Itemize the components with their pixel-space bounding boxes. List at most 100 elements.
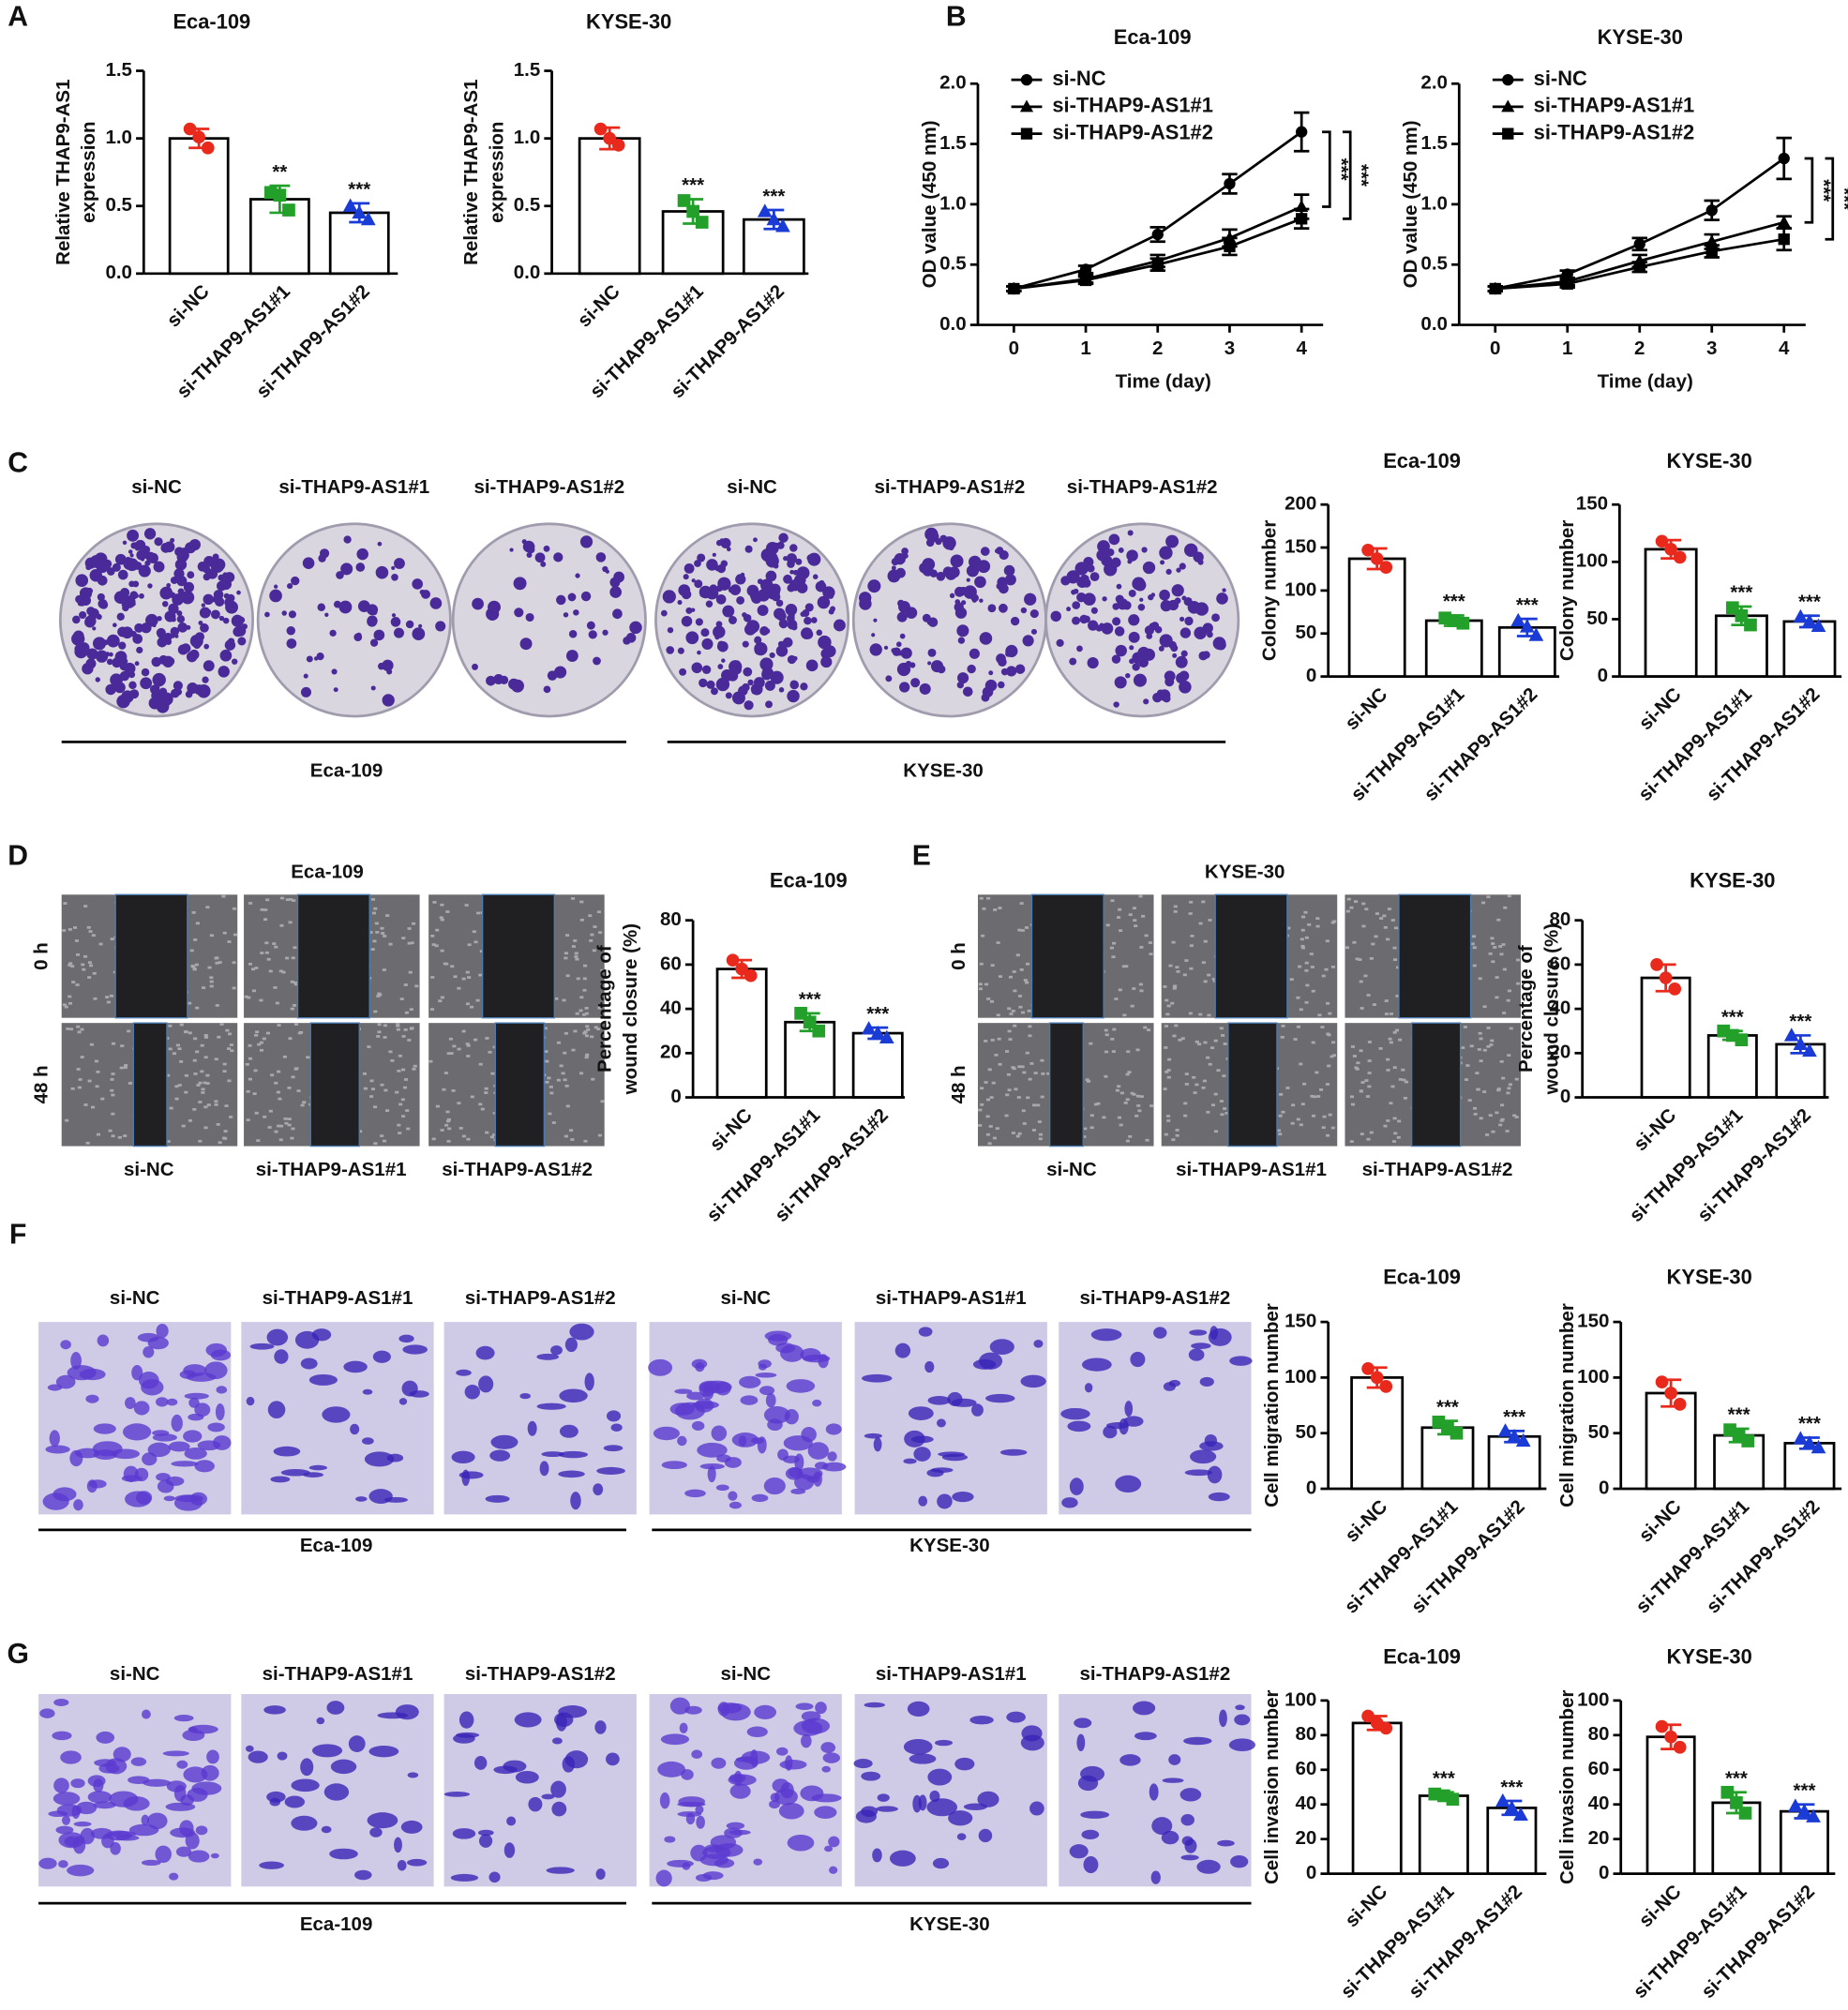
image-label: si-THAP9-AS1#2 — [874, 476, 1025, 498]
photo-colony — [1137, 603, 1146, 611]
data-point — [1777, 215, 1791, 228]
photo-colony — [605, 569, 609, 574]
photo-texture — [248, 1057, 253, 1060]
image-label: si-THAP9-AS1#1 — [263, 1287, 413, 1309]
photo-colony — [1184, 616, 1194, 626]
photo-cell — [125, 1397, 136, 1409]
photo-texture — [260, 908, 264, 911]
photo-texture — [373, 1105, 378, 1109]
bar — [715, 968, 768, 1099]
photo-colony — [994, 548, 999, 554]
photo-texture — [410, 1027, 414, 1030]
photo-texture — [273, 986, 278, 989]
photo-colony — [573, 609, 579, 616]
photo-texture — [257, 1042, 262, 1046]
photo-cell — [1209, 1326, 1219, 1340]
photo-cell — [768, 1333, 789, 1346]
photo-colony — [981, 693, 990, 702]
photo-colony — [75, 594, 83, 604]
photo-cell — [90, 1827, 113, 1839]
photo-texture — [1221, 1034, 1225, 1037]
photo-cell — [1149, 1783, 1159, 1801]
photo-texture — [584, 1012, 589, 1015]
photo-cell — [702, 1871, 724, 1881]
data-point — [1370, 1717, 1384, 1730]
photo-cell — [978, 1828, 993, 1843]
photo-cell — [189, 1492, 208, 1506]
photo-texture — [574, 952, 578, 955]
photo-colony — [1029, 609, 1039, 619]
photo-cell — [655, 1869, 672, 1887]
photo-cell — [162, 1750, 189, 1757]
data-point — [870, 1025, 886, 1040]
photo-cell — [61, 1815, 71, 1825]
photo-colony — [149, 684, 159, 695]
photo-texture — [1046, 1072, 1051, 1075]
photo-colony — [185, 690, 193, 698]
photo-texture — [260, 952, 264, 954]
photo-cell — [348, 1735, 366, 1752]
photo-colony — [122, 663, 128, 668]
photo-texture — [373, 907, 378, 910]
legend-label: si-THAP9-AS1#2 — [1052, 120, 1213, 143]
photo-colony — [694, 579, 703, 589]
photo-texture — [306, 1056, 310, 1059]
photo-colony — [394, 558, 405, 569]
photo-cell — [755, 1372, 777, 1378]
photo-texture — [563, 952, 568, 955]
photo-texture — [1359, 980, 1363, 983]
photo-cell — [169, 1872, 179, 1881]
photo-texture — [105, 996, 110, 998]
photo-texture — [168, 1024, 173, 1028]
photo-texture — [256, 1139, 261, 1142]
photo-texture — [259, 1048, 263, 1052]
photo-colony — [227, 638, 235, 645]
significance: *** — [1793, 1779, 1815, 1801]
photo-texture — [1173, 984, 1178, 988]
photo-texture — [1207, 973, 1211, 977]
y-tick-label: 50 — [1296, 1421, 1317, 1443]
photo-texture — [1496, 1088, 1501, 1092]
photo-cell — [503, 1760, 527, 1773]
image-label: si-THAP9-AS1#1 — [876, 1287, 1027, 1309]
photo-texture — [1375, 912, 1380, 915]
photo-colony — [683, 574, 689, 580]
photo-colony — [954, 586, 965, 597]
photo-texture — [584, 1006, 589, 1010]
photo-colony — [435, 621, 446, 632]
photo-cell — [1234, 1714, 1251, 1726]
photo-colony — [509, 548, 514, 552]
photo-colony — [177, 588, 185, 595]
photo-texture — [431, 1137, 436, 1141]
photo-colony — [833, 619, 846, 632]
photo-colony — [867, 579, 881, 593]
photo-texture — [222, 1070, 227, 1073]
photo-texture — [1390, 1085, 1395, 1088]
photo-texture — [434, 944, 439, 948]
photo-colony — [1128, 631, 1140, 643]
photo-texture — [465, 970, 470, 974]
photo-texture — [294, 982, 299, 986]
photo-colony — [778, 532, 789, 543]
photo-texture — [479, 950, 484, 953]
y-tick-label: 0.5 — [514, 194, 541, 216]
photo-cell — [1076, 1733, 1086, 1752]
photo-colony — [783, 574, 792, 584]
photo-texture — [1479, 1059, 1483, 1063]
photo-colony — [556, 594, 566, 606]
photo-texture — [1149, 1104, 1154, 1107]
photo-texture — [564, 934, 570, 937]
photo-colony — [764, 680, 775, 691]
photo-cell — [52, 1731, 72, 1741]
photo-texture — [95, 1085, 99, 1088]
data-point — [1793, 1036, 1809, 1051]
data-point — [1810, 1439, 1826, 1454]
photo-colony — [1090, 607, 1098, 614]
photo-cell — [1006, 1711, 1026, 1723]
photo-texture — [1183, 1114, 1188, 1118]
photo-colony — [742, 640, 749, 648]
data-point — [1513, 1807, 1528, 1821]
photo-colony — [1133, 673, 1147, 687]
photo-texture — [1279, 1092, 1284, 1096]
photo-texture — [1104, 1033, 1109, 1037]
